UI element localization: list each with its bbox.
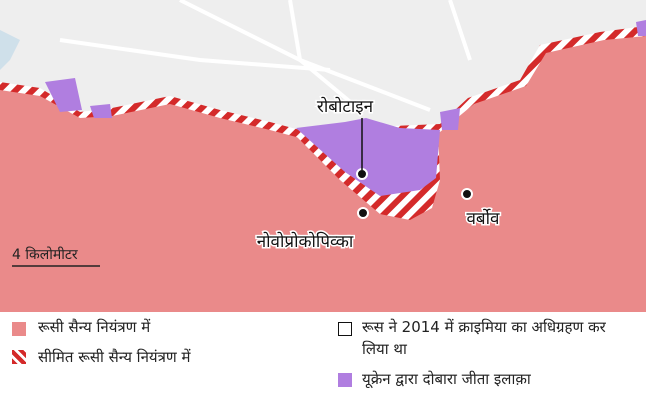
place-dot xyxy=(356,168,368,180)
legend-swatch xyxy=(338,322,352,336)
liberated-area xyxy=(636,20,646,36)
legend-label: रूस ने 2014 में क्राइमिया का अधिग्रहण कर… xyxy=(362,318,606,358)
legend-label: रूसी सैन्य नियंत्रण में xyxy=(38,318,151,336)
legend-swatch xyxy=(338,373,352,387)
liberated-area xyxy=(90,104,112,118)
legend-swatch xyxy=(12,350,26,364)
russian-control-area xyxy=(0,36,646,312)
place-label: वर्बोव xyxy=(466,208,500,229)
place-dot xyxy=(461,188,473,200)
legend-label: सीमित रूसी सैन्य नियंत्रण में xyxy=(38,348,191,366)
legend-label: यूक्रेन द्वारा दोबारा जीता इलाक़ा xyxy=(362,370,531,388)
liberated-area xyxy=(45,78,82,112)
water xyxy=(0,30,20,70)
place-label: रोबोटाइन xyxy=(317,96,374,117)
roads xyxy=(59,0,472,112)
place-label: नोवोप्रोकोपिव्का xyxy=(257,231,354,252)
scale-label: 4 किलोमीटर xyxy=(12,246,78,263)
liberated-area xyxy=(296,118,440,196)
map: रोबोटाइन नोवोप्रोकोपिव्का वर्बोव 4 किलोम… xyxy=(0,0,646,312)
legend-swatch xyxy=(12,322,26,336)
place-dot xyxy=(357,207,369,219)
liberated-area xyxy=(440,108,460,130)
